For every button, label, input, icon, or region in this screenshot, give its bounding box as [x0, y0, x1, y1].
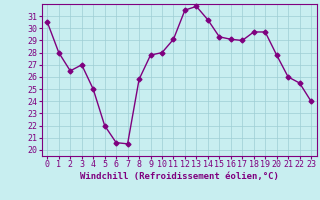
X-axis label: Windchill (Refroidissement éolien,°C): Windchill (Refroidissement éolien,°C)	[80, 172, 279, 181]
